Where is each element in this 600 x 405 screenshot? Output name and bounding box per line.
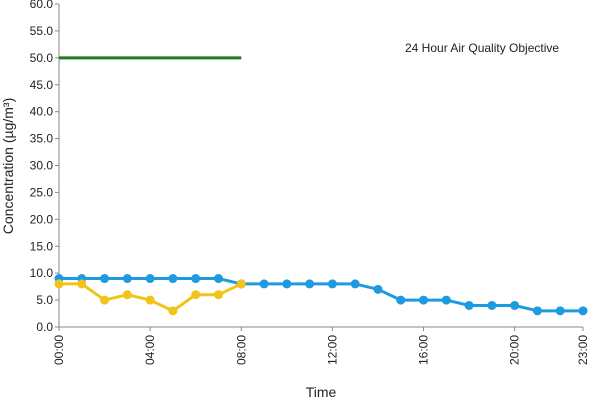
data-point — [213, 274, 223, 284]
data-point — [145, 295, 155, 305]
data-point — [236, 279, 246, 289]
x-tick-label: 16:00 — [417, 335, 431, 365]
x-tick-label: 12:00 — [325, 335, 339, 365]
y-tick-label: 55.0 — [30, 24, 54, 38]
y-tick-label: 35.0 — [30, 132, 54, 146]
x-tick-label: 08:00 — [234, 335, 248, 365]
data-point — [122, 290, 132, 300]
y-tick-label: 15.0 — [30, 239, 54, 253]
data-point — [282, 279, 292, 289]
data-point — [145, 274, 155, 284]
data-point — [100, 274, 110, 284]
y-tick-label: 10.0 — [30, 266, 54, 280]
data-point — [419, 295, 429, 305]
data-point — [396, 295, 406, 305]
data-point — [191, 290, 201, 300]
y-tick-label: 5.0 — [36, 293, 53, 307]
data-point — [327, 279, 337, 289]
x-tick-label: 20:00 — [508, 335, 522, 365]
x-tick-label: 04:00 — [143, 335, 157, 365]
y-tick-label: 30.0 — [30, 159, 54, 173]
y-tick-label: 50.0 — [30, 51, 54, 65]
data-point — [373, 284, 383, 294]
data-point — [510, 300, 520, 310]
data-point — [122, 274, 132, 284]
ticks: 0.0 5.0 10.0 15.0 20.0 25.0 30.0 35.0 40.0 45.0 50… — [30, 0, 590, 365]
data-point — [532, 306, 542, 316]
data-point — [305, 279, 315, 289]
x-tick-label: 23:00 — [576, 335, 590, 365]
y-tick-label: 20.0 — [30, 212, 54, 226]
data-point — [350, 279, 360, 289]
data-point — [259, 279, 269, 289]
y-tick-label: 25.0 — [30, 185, 54, 199]
series-line — [59, 277, 583, 313]
data-point — [168, 306, 178, 316]
data-point — [168, 274, 178, 284]
y-tick-label: 45.0 — [30, 78, 54, 92]
x-tick-label: 00:00 — [52, 335, 66, 365]
data-point — [487, 300, 497, 310]
data-point — [578, 306, 588, 316]
data-point — [213, 290, 223, 300]
y-axis-title: Concentration (µg/m³) — [0, 98, 16, 234]
objective-annotation: 24 Hour Air Quality Objective — [405, 41, 559, 55]
y-tick-label: 60.0 — [30, 0, 54, 11]
data-point — [100, 295, 110, 305]
x-axis-title: Time — [306, 384, 337, 400]
data-point — [555, 306, 565, 316]
data-point — [441, 295, 451, 305]
y-tick-label: 40.0 — [30, 105, 54, 119]
data-point — [464, 300, 474, 310]
data-point — [77, 279, 87, 289]
y-tick-label: 0.0 — [36, 320, 53, 334]
data-point — [191, 274, 201, 284]
data-point — [54, 279, 64, 289]
series-group — [54, 274, 588, 316]
